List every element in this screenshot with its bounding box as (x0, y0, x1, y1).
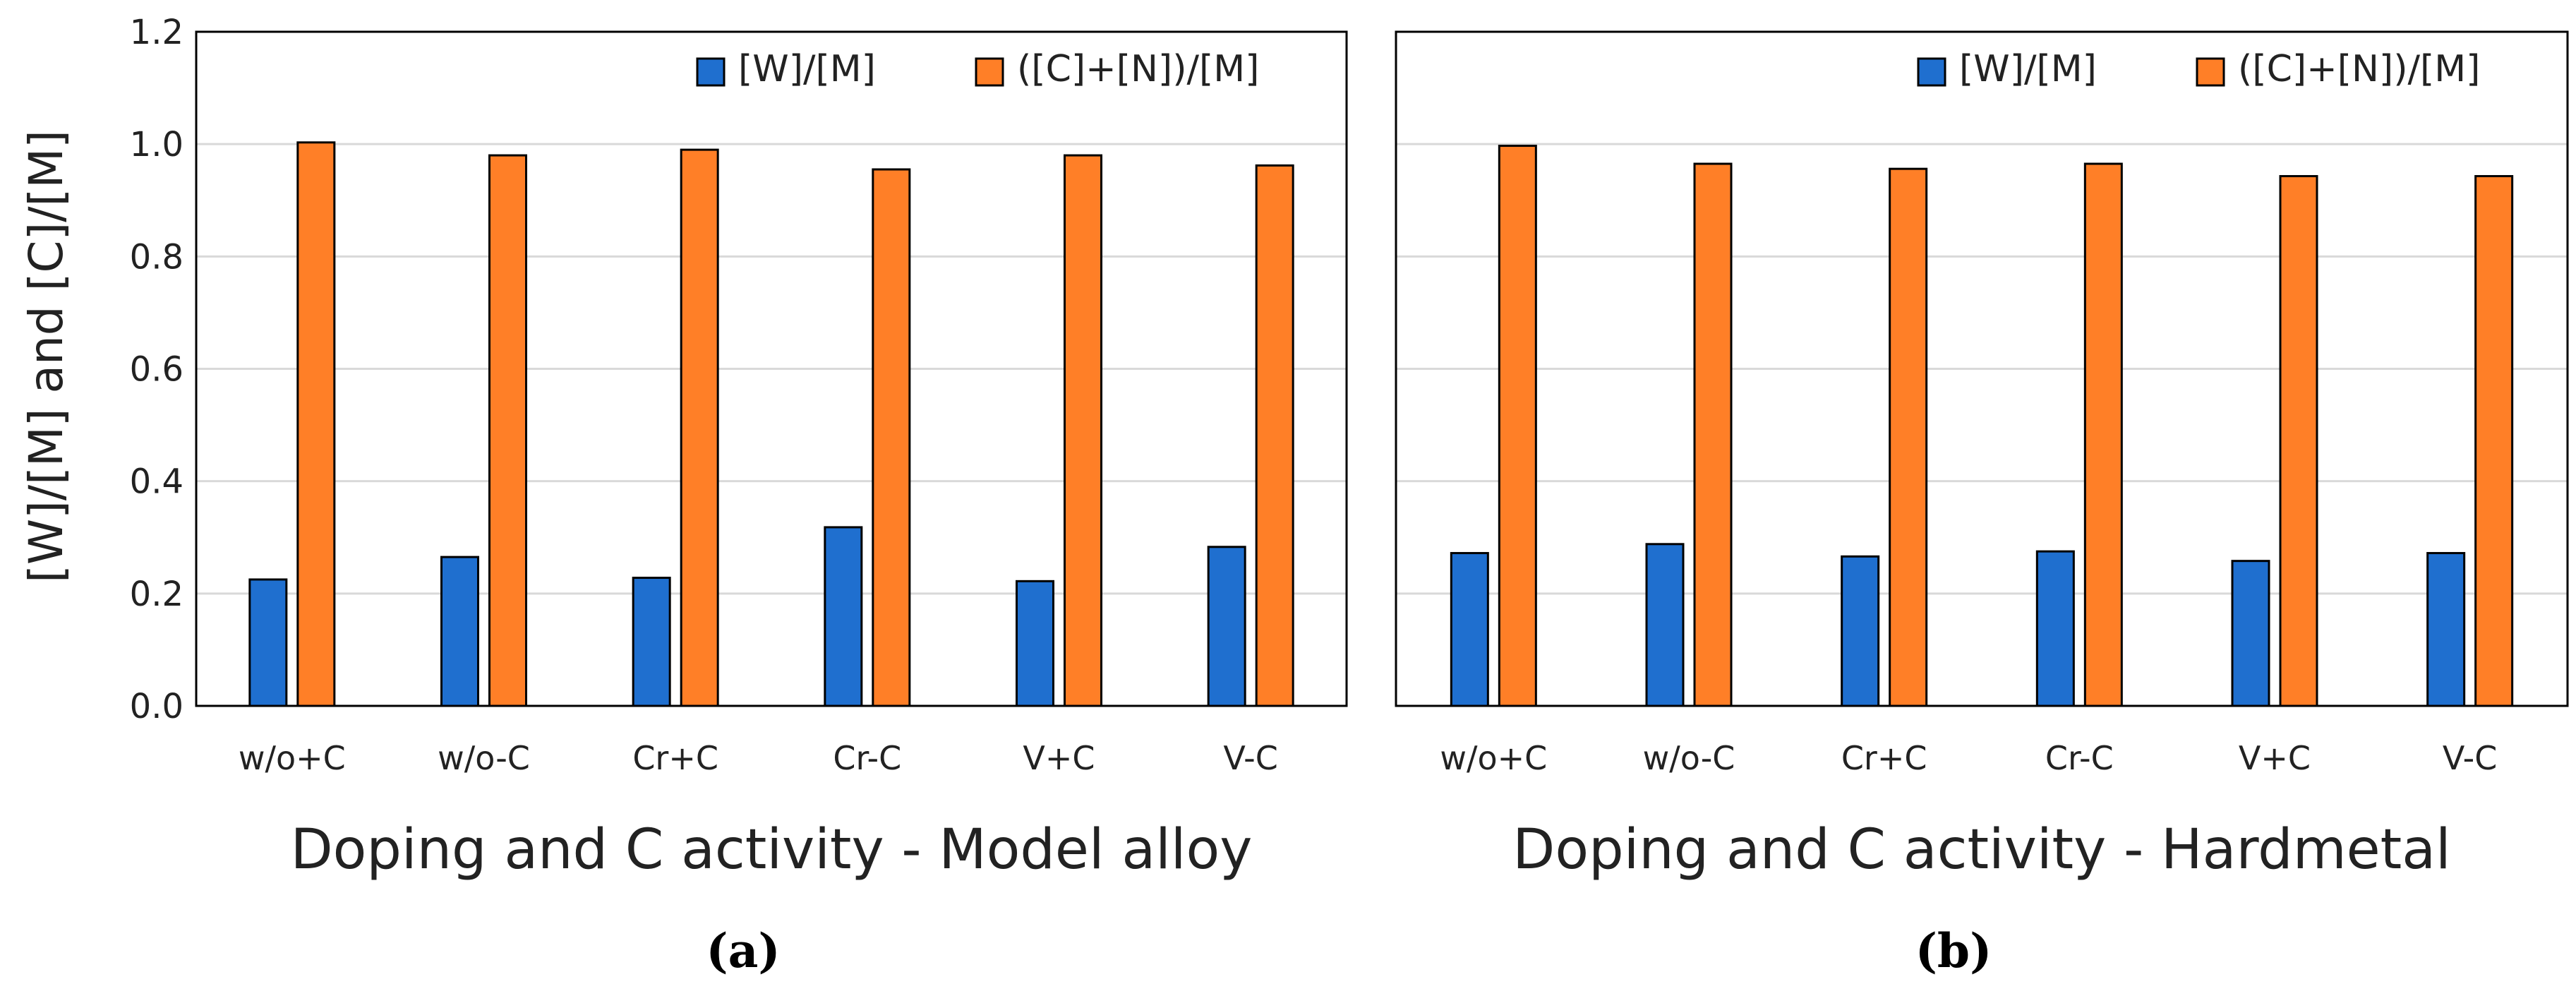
legend-swatch (1917, 57, 1946, 87)
y-tick-label: 0.2 (130, 575, 183, 614)
bar-w-m (1207, 546, 1246, 707)
bar-c-n-m (1064, 154, 1102, 707)
legend-label: ([C]+[N])/[M] (1017, 48, 1259, 90)
bar-c-n-m (1889, 167, 1928, 707)
x-tick-label: V+C (1023, 739, 1095, 777)
bar-w-m (440, 556, 479, 707)
chart-panel-b: w/o+C w/o-C Cr+C Cr-C V+C V-C [W]/[M] ([C]+[N])… (1395, 30, 2569, 978)
legend-swatch (696, 57, 726, 87)
bar-w-m (824, 526, 863, 707)
x-tick-label: Cr-C (833, 739, 901, 777)
y-tick-label: 0.6 (130, 350, 183, 390)
bar-w-m (1450, 552, 1489, 707)
chart-panel-a: 0.0 0.2 0.4 0.6 0.8 1.0 1.2 w/o+C w/o-C Cr+C Cr-C V… (130, 13, 1348, 978)
legend-label: [W]/[M] (738, 48, 876, 90)
y-tick-label: 0.4 (130, 462, 183, 502)
bar-w-m (1016, 580, 1054, 707)
bar-c-n-m (872, 168, 911, 707)
bar-c-n-m (488, 154, 527, 707)
x-tick-label: V-C (1223, 739, 1278, 777)
legend-label: [W]/[M] (1959, 48, 2097, 90)
x-tick-label: V-C (2443, 739, 2498, 777)
x-tick-label: w/o+C (1440, 739, 1547, 777)
bar-c-n-m (2083, 162, 2123, 707)
legend-swatch (2196, 57, 2225, 87)
x-tick-label: Cr+C (632, 739, 718, 777)
plot-frame (1395, 30, 2569, 707)
bar-w-m (632, 577, 671, 707)
x-tick-label: Cr+C (1841, 739, 1927, 777)
y-tick-label: 0.0 (130, 687, 183, 726)
x-tick-label: V+C (2239, 739, 2311, 777)
legend-swatch (975, 57, 1004, 87)
bar-c-n-m (1693, 162, 1733, 707)
bar-w-m (248, 578, 288, 707)
x-tick-label: Cr-C (2045, 739, 2114, 777)
y-tick-label: 1.2 (130, 13, 183, 52)
x-tick-label: w/o-C (1643, 739, 1735, 777)
legend-label: ([C]+[N])/[M] (2238, 48, 2480, 90)
panel-label: (a) (706, 923, 780, 978)
bar-w-m (1841, 555, 1880, 707)
x-tick-label: w/o-C (438, 739, 530, 777)
x-axis-label: Doping and C activity - Hardmetal (1512, 818, 2450, 882)
x-axis-label: Doping and C activity - Model alloy (291, 818, 1253, 882)
bar-w-m (2035, 550, 2075, 707)
bar-c-n-m (1255, 164, 1294, 707)
x-tick-label: w/o+C (239, 739, 346, 777)
bar-c-n-m (2474, 175, 2514, 707)
bar-c-n-m (680, 148, 719, 707)
y-tick-label: 1.0 (130, 125, 183, 164)
y-axis-label: [W]/[M] and [C]/[M] (19, 130, 73, 583)
bar-w-m (1645, 543, 1685, 707)
bar-w-m (2426, 552, 2466, 707)
panel-label: (b) (1915, 923, 1992, 978)
y-tick-label: 0.8 (130, 237, 183, 277)
bar-c-n-m (1498, 145, 1537, 707)
bar-w-m (2231, 560, 2270, 707)
plot-frame (195, 30, 1348, 707)
bar-c-n-m (296, 141, 336, 707)
bar-c-n-m (2279, 175, 2318, 707)
